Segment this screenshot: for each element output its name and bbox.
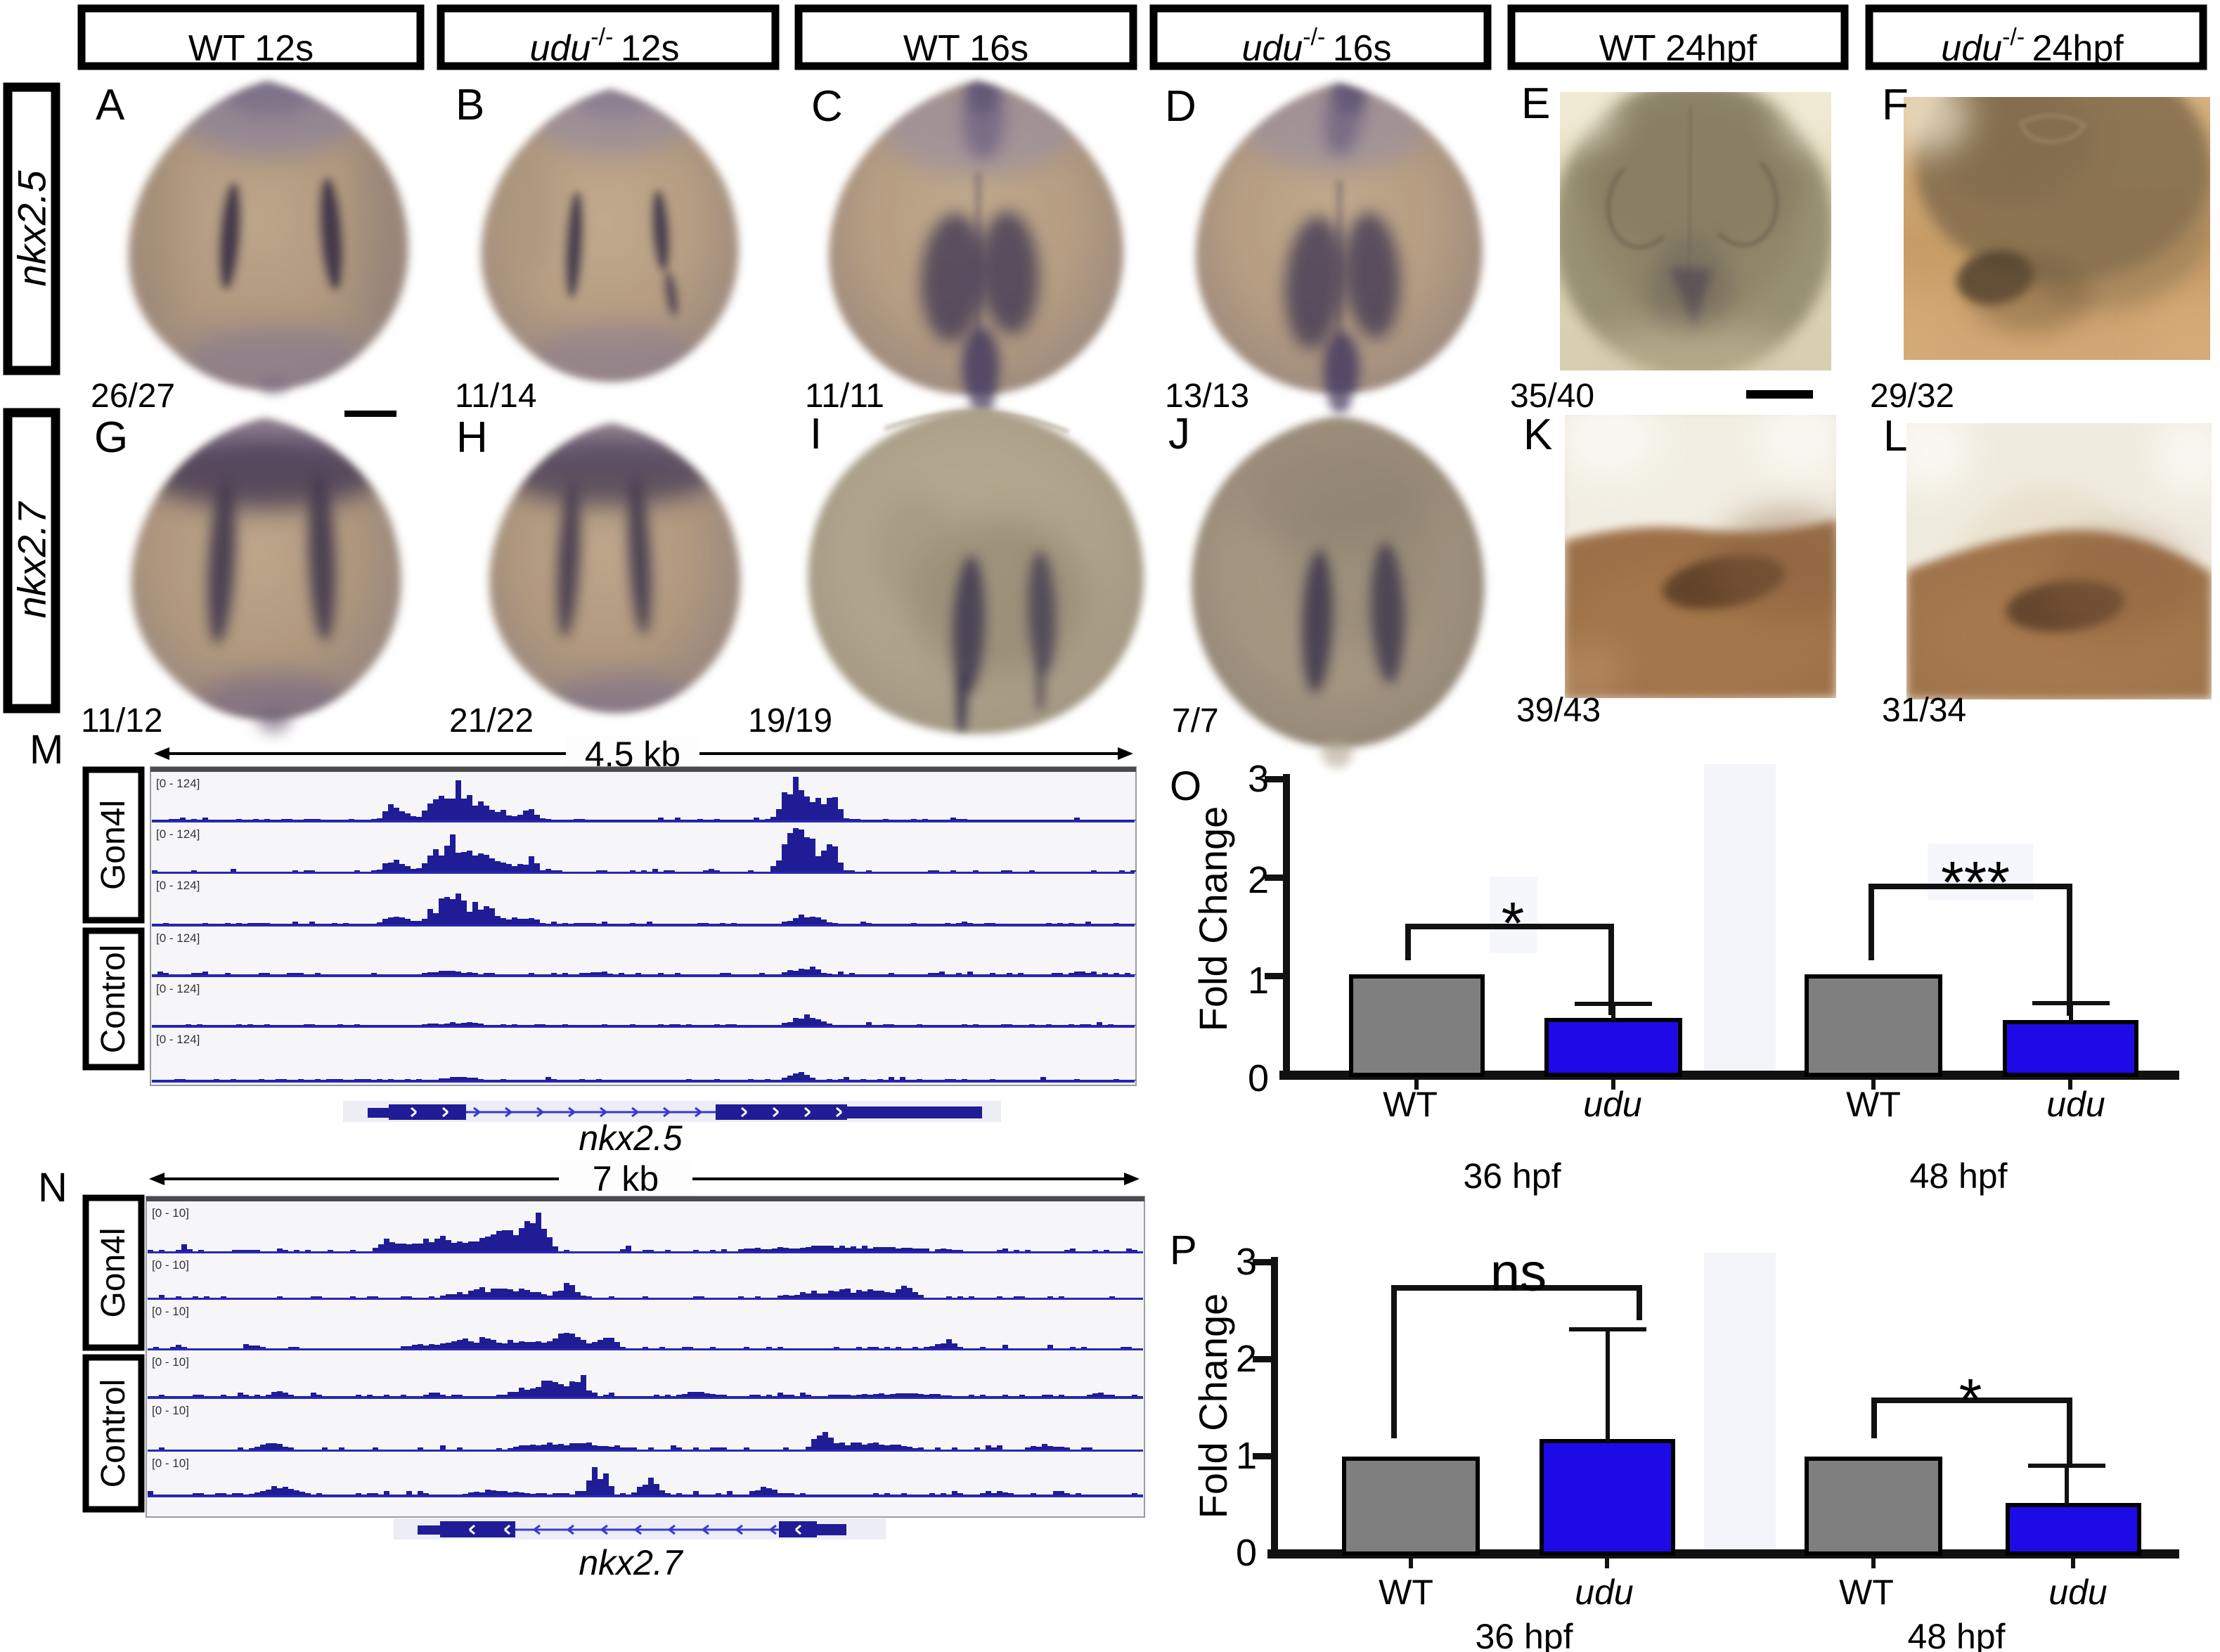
svg-text:nkx2.7: nkx2.7 bbox=[579, 1543, 684, 1582]
svg-text:L: L bbox=[1883, 412, 1907, 460]
svg-text:[0 - 10]: [0 - 10] bbox=[152, 1206, 189, 1220]
svg-text:11/11: 11/11 bbox=[805, 377, 884, 415]
svg-text:Fold Change: Fold Change bbox=[1191, 1293, 1235, 1519]
svg-text:[0 - 124]: [0 - 124] bbox=[156, 777, 200, 790]
svg-text:36 hpf: 36 hpf bbox=[1475, 1617, 1573, 1652]
svg-text:F: F bbox=[1882, 81, 1909, 129]
svg-text:[0 - 10]: [0 - 10] bbox=[152, 1404, 189, 1417]
svg-text:nkx2.5: nkx2.5 bbox=[10, 170, 54, 287]
svg-text:N: N bbox=[38, 1165, 67, 1211]
svg-text:udu-/- 12s: udu-/- 12s bbox=[529, 24, 679, 69]
svg-text:I: I bbox=[810, 410, 822, 458]
svg-text:2: 2 bbox=[1248, 859, 1269, 901]
svg-text:WT: WT bbox=[1383, 1085, 1438, 1124]
svg-text:1: 1 bbox=[1236, 1435, 1257, 1477]
svg-text:1: 1 bbox=[1248, 960, 1269, 1002]
svg-text:[0 - 124]: [0 - 124] bbox=[156, 1033, 200, 1046]
svg-text:udu: udu bbox=[2046, 1085, 2105, 1124]
svg-text:WT: WT bbox=[1839, 1573, 1894, 1612]
svg-text:[0 - 124]: [0 - 124] bbox=[156, 931, 200, 945]
svg-text:*: * bbox=[1502, 890, 1525, 956]
svg-text:26/27: 26/27 bbox=[91, 377, 175, 415]
svg-text:48 hpf: 48 hpf bbox=[1909, 1156, 2007, 1196]
svg-text:7 kb: 7 kb bbox=[593, 1159, 659, 1199]
svg-text:19/19: 19/19 bbox=[748, 702, 832, 740]
svg-text:C: C bbox=[811, 82, 843, 131]
svg-text:7/7: 7/7 bbox=[1172, 702, 1219, 740]
svg-text:Fold Change: Fold Change bbox=[1191, 806, 1235, 1032]
svg-text:udu: udu bbox=[1583, 1085, 1641, 1124]
svg-text:2: 2 bbox=[1236, 1338, 1257, 1380]
svg-text:21/22: 21/22 bbox=[449, 702, 534, 740]
svg-text:11/14: 11/14 bbox=[455, 377, 537, 415]
svg-text:udu: udu bbox=[2048, 1573, 2107, 1612]
svg-text:K: K bbox=[1523, 411, 1552, 459]
svg-text:[0 - 124]: [0 - 124] bbox=[156, 982, 200, 995]
svg-text:11/12: 11/12 bbox=[81, 702, 163, 740]
svg-text:udu-/- 16s: udu-/- 16s bbox=[1241, 24, 1391, 69]
svg-text:udu-/- 24hpf: udu-/- 24hpf bbox=[1941, 24, 2124, 69]
svg-text:WT 16s: WT 16s bbox=[903, 28, 1028, 69]
svg-text:Gon4l: Gon4l bbox=[95, 1227, 132, 1317]
svg-text:3: 3 bbox=[1236, 1241, 1257, 1283]
svg-text:36 hpf: 36 hpf bbox=[1463, 1156, 1561, 1196]
svg-text:[0 - 10]: [0 - 10] bbox=[152, 1305, 189, 1318]
svg-text:H: H bbox=[456, 413, 488, 462]
svg-text:[0 - 10]: [0 - 10] bbox=[152, 1355, 189, 1369]
svg-text:udu: udu bbox=[1575, 1573, 1633, 1612]
svg-text:13/13: 13/13 bbox=[1165, 377, 1249, 415]
svg-text:Control: Control bbox=[95, 1379, 132, 1488]
svg-text:WT: WT bbox=[1846, 1085, 1901, 1124]
svg-text:E: E bbox=[1521, 79, 1550, 128]
svg-text:G: G bbox=[94, 413, 128, 462]
svg-text:[0 - 10]: [0 - 10] bbox=[152, 1258, 189, 1272]
svg-text:A: A bbox=[96, 81, 125, 129]
svg-text:P: P bbox=[1170, 1227, 1197, 1273]
svg-text:0: 0 bbox=[1236, 1532, 1257, 1574]
svg-text:nkx2.7: nkx2.7 bbox=[10, 501, 54, 619]
svg-text:39/43: 39/43 bbox=[1516, 692, 1601, 729]
svg-text:D: D bbox=[1165, 82, 1196, 131]
svg-text:3: 3 bbox=[1248, 758, 1269, 800]
svg-text:Control: Control bbox=[95, 945, 132, 1054]
svg-text:J: J bbox=[1168, 410, 1190, 458]
svg-text:WT 24hpf: WT 24hpf bbox=[1599, 28, 1757, 69]
svg-text:31/34: 31/34 bbox=[1882, 692, 1966, 729]
svg-text:0: 0 bbox=[1248, 1057, 1269, 1099]
svg-text:35/40: 35/40 bbox=[1510, 377, 1594, 415]
svg-text:WT 12s: WT 12s bbox=[188, 28, 314, 69]
svg-text:[0 - 10]: [0 - 10] bbox=[152, 1457, 189, 1470]
svg-text:B: B bbox=[456, 81, 484, 129]
svg-text:*: * bbox=[1959, 1367, 1982, 1433]
svg-text:Gon4l: Gon4l bbox=[95, 800, 132, 890]
svg-text:M: M bbox=[30, 727, 63, 773]
svg-text:[0 - 124]: [0 - 124] bbox=[156, 879, 200, 892]
svg-text:[0 - 124]: [0 - 124] bbox=[156, 827, 200, 841]
svg-text:29/32: 29/32 bbox=[1870, 377, 1954, 415]
svg-text:ns: ns bbox=[1490, 1243, 1547, 1303]
svg-text:48 hpf: 48 hpf bbox=[1907, 1617, 2005, 1652]
svg-text:O: O bbox=[1170, 763, 1201, 809]
svg-text:***: *** bbox=[1941, 849, 2010, 915]
svg-text:WT: WT bbox=[1379, 1573, 1433, 1612]
svg-text:nkx2.5: nkx2.5 bbox=[579, 1118, 683, 1158]
